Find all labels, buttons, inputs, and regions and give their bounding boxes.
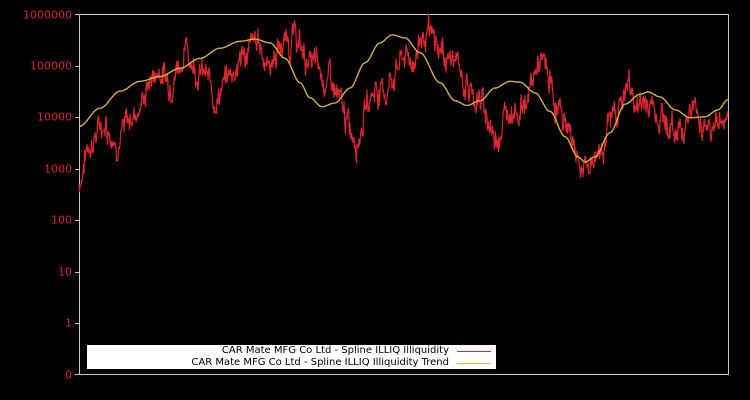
plot-frame bbox=[79, 14, 729, 375]
y-tick-label: 100 bbox=[51, 213, 72, 227]
y-tick-label: 100000 bbox=[30, 59, 72, 73]
y-tick-label: 0 bbox=[65, 368, 72, 382]
illiquidity-series-line bbox=[78, 13, 729, 193]
legend-label: CAR Mate MFG Co Ltd - Spline ILLIQ Illiq… bbox=[191, 357, 449, 368]
y-tick-label: 10000 bbox=[37, 110, 72, 124]
illiquidity-trend-line bbox=[78, 34, 729, 163]
y-tick-label: 1 bbox=[65, 316, 72, 330]
legend-label: CAR Mate MFG Co Ltd - Spline ILLIQ Illiq… bbox=[221, 345, 449, 356]
legend-item-illiquidity: CAR Mate MFG Co Ltd - Spline ILLIQ Illiq… bbox=[222, 345, 496, 357]
y-tick-marks bbox=[75, 14, 79, 375]
legend-swatch-red bbox=[457, 350, 491, 352]
chart-legend: CAR Mate MFG Co Ltd - Spline ILLIQ Illiq… bbox=[87, 345, 496, 369]
legend-item-trend: CAR Mate MFG Co Ltd - Spline ILLIQ Illiq… bbox=[191, 357, 496, 369]
y-tick-label: 10 bbox=[58, 265, 72, 279]
legend-swatch-gold bbox=[457, 362, 491, 364]
y-tick-label: 1000 bbox=[44, 162, 72, 176]
y-tick-label: 1000000 bbox=[23, 8, 72, 22]
